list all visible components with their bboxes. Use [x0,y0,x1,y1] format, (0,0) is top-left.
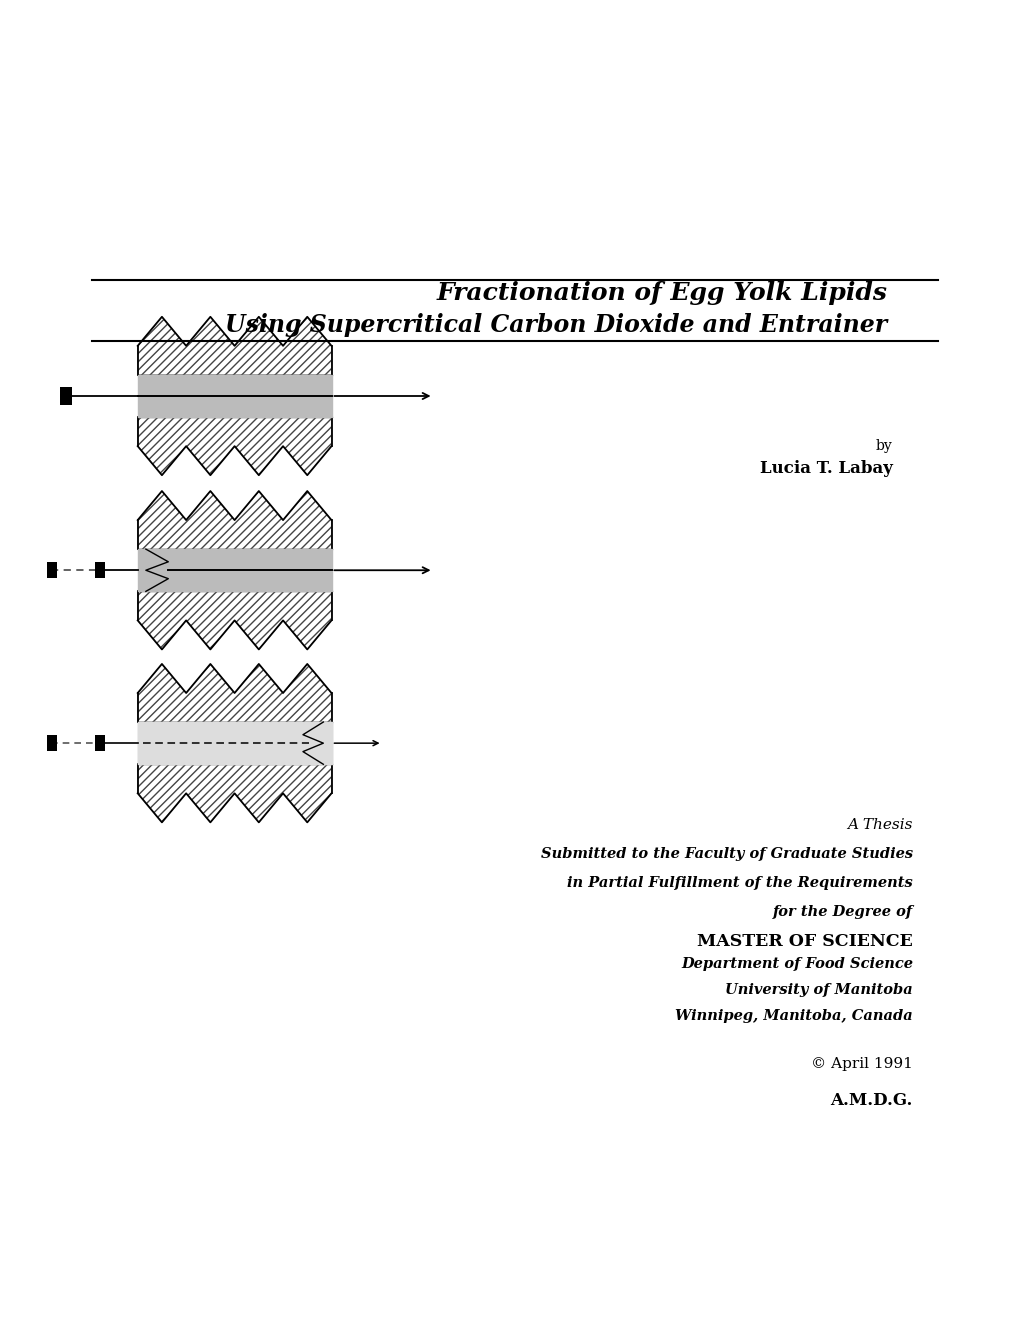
Text: University of Manitoba: University of Manitoba [725,983,912,997]
Text: by: by [875,440,892,453]
Polygon shape [138,417,331,475]
Text: A Thesis: A Thesis [847,818,912,832]
Text: A.M.D.G.: A.M.D.G. [829,1093,912,1109]
Text: Using Supercritical Carbon Dioxide and Entrainer: Using Supercritical Carbon Dioxide and E… [225,313,887,337]
Polygon shape [138,317,331,375]
Polygon shape [47,562,57,578]
Polygon shape [138,491,331,549]
Text: MASTER OF SCIENCE: MASTER OF SCIENCE [696,933,912,949]
Polygon shape [138,722,331,764]
Polygon shape [47,735,57,751]
Polygon shape [95,562,105,578]
Polygon shape [138,375,331,417]
Text: Submitted to the Faculty of Graduate Studies: Submitted to the Faculty of Graduate Stu… [540,847,912,861]
Text: Department of Food Science: Department of Food Science [681,957,912,970]
Text: © April 1991: © April 1991 [810,1057,912,1071]
Polygon shape [138,591,331,649]
Text: for the Degree of: for the Degree of [772,906,912,919]
Polygon shape [95,735,105,751]
Polygon shape [138,722,331,764]
Text: in Partial Fulfillment of the Requirements: in Partial Fulfillment of the Requiremen… [567,876,912,890]
Text: Lucia T. Labay: Lucia T. Labay [759,461,892,477]
Polygon shape [138,664,331,722]
Polygon shape [138,764,331,822]
Text: Winnipeg, Manitoba, Canada: Winnipeg, Manitoba, Canada [675,1010,912,1023]
Polygon shape [138,549,331,591]
Text: Fractionation of Egg Yolk Lipids: Fractionation of Egg Yolk Lipids [436,281,887,305]
Polygon shape [60,387,72,405]
